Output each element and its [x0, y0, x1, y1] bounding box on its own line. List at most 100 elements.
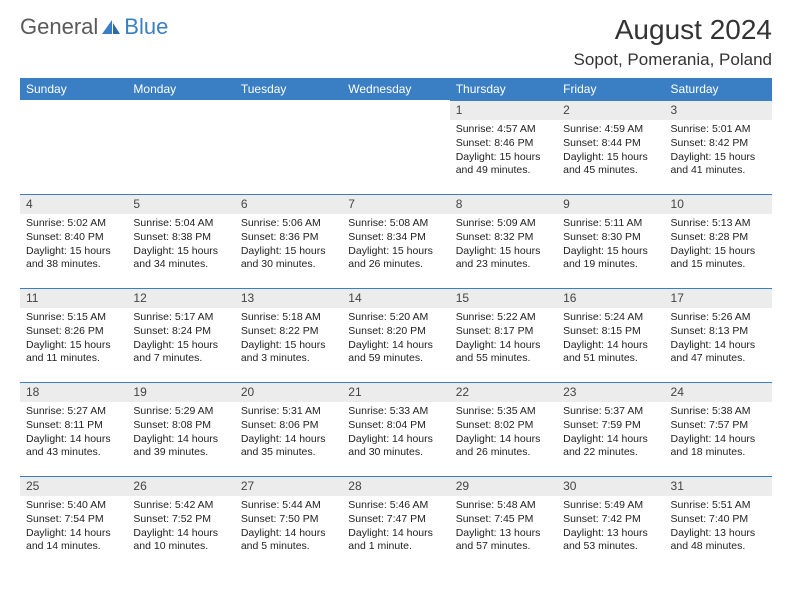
- sunrise-line: Sunrise: 5:42 AM: [133, 499, 228, 512]
- day-number: 30: [557, 476, 664, 496]
- daylight-line: Daylight: 15 hours and 7 minutes.: [133, 339, 228, 365]
- logo-text-blue: Blue: [124, 14, 168, 40]
- sunrise-line: Sunrise: 5:15 AM: [26, 311, 121, 324]
- sunset-line: Sunset: 8:26 PM: [26, 325, 121, 338]
- day-number: 13: [235, 288, 342, 308]
- calendar-cell: 8Sunrise: 5:09 AMSunset: 8:32 PMDaylight…: [450, 194, 557, 288]
- daylight-line: Daylight: 14 hours and 59 minutes.: [348, 339, 443, 365]
- calendar-cell: 20Sunrise: 5:31 AMSunset: 8:06 PMDayligh…: [235, 382, 342, 476]
- daylight-line: Daylight: 15 hours and 38 minutes.: [26, 245, 121, 271]
- sunrise-line: Sunrise: 5:46 AM: [348, 499, 443, 512]
- sunrise-line: Sunrise: 5:33 AM: [348, 405, 443, 418]
- calendar-row: 1Sunrise: 4:57 AMSunset: 8:46 PMDaylight…: [20, 100, 772, 194]
- calendar-cell: 1Sunrise: 4:57 AMSunset: 8:46 PMDaylight…: [450, 100, 557, 194]
- sunrise-line: Sunrise: 5:18 AM: [241, 311, 336, 324]
- weekday-header: Monday: [127, 78, 234, 100]
- daylight-line: Daylight: 15 hours and 41 minutes.: [671, 151, 766, 177]
- calendar-row: 4Sunrise: 5:02 AMSunset: 8:40 PMDaylight…: [20, 194, 772, 288]
- daylight-line: Daylight: 14 hours and 1 minute.: [348, 527, 443, 553]
- daylight-line: Daylight: 15 hours and 19 minutes.: [563, 245, 658, 271]
- daylight-line: Daylight: 13 hours and 53 minutes.: [563, 527, 658, 553]
- calendar-cell: [235, 100, 342, 194]
- daylight-line: Daylight: 14 hours and 26 minutes.: [456, 433, 551, 459]
- calendar-cell: 4Sunrise: 5:02 AMSunset: 8:40 PMDaylight…: [20, 194, 127, 288]
- sunrise-line: Sunrise: 5:49 AM: [563, 499, 658, 512]
- sunrise-line: Sunrise: 5:13 AM: [671, 217, 766, 230]
- day-number: 22: [450, 382, 557, 402]
- day-body: Sunrise: 5:17 AMSunset: 8:24 PMDaylight:…: [127, 308, 234, 370]
- sunset-line: Sunset: 8:11 PM: [26, 419, 121, 432]
- header: General Blue August 2024 Sopot, Pomerani…: [20, 14, 772, 70]
- day-body: Sunrise: 5:18 AMSunset: 8:22 PMDaylight:…: [235, 308, 342, 370]
- day-body: Sunrise: 5:08 AMSunset: 8:34 PMDaylight:…: [342, 214, 449, 276]
- calendar-cell: 31Sunrise: 5:51 AMSunset: 7:40 PMDayligh…: [665, 476, 772, 570]
- day-number: 16: [557, 288, 664, 308]
- daylight-line: Daylight: 13 hours and 48 minutes.: [671, 527, 766, 553]
- logo: General Blue: [20, 14, 168, 40]
- daylight-line: Daylight: 14 hours and 39 minutes.: [133, 433, 228, 459]
- daylight-line: Daylight: 14 hours and 10 minutes.: [133, 527, 228, 553]
- sunrise-line: Sunrise: 4:59 AM: [563, 123, 658, 136]
- sunrise-line: Sunrise: 5:17 AM: [133, 311, 228, 324]
- day-number: 11: [20, 288, 127, 308]
- daylight-line: Daylight: 15 hours and 30 minutes.: [241, 245, 336, 271]
- day-body: Sunrise: 5:20 AMSunset: 8:20 PMDaylight:…: [342, 308, 449, 370]
- calendar-body: 1Sunrise: 4:57 AMSunset: 8:46 PMDaylight…: [20, 100, 772, 570]
- calendar-cell: 3Sunrise: 5:01 AMSunset: 8:42 PMDaylight…: [665, 100, 772, 194]
- sunset-line: Sunset: 8:40 PM: [26, 231, 121, 244]
- calendar-cell: 19Sunrise: 5:29 AMSunset: 8:08 PMDayligh…: [127, 382, 234, 476]
- calendar-cell: [20, 100, 127, 194]
- day-body: Sunrise: 5:13 AMSunset: 8:28 PMDaylight:…: [665, 214, 772, 276]
- sunset-line: Sunset: 8:17 PM: [456, 325, 551, 338]
- day-body: Sunrise: 5:27 AMSunset: 8:11 PMDaylight:…: [20, 402, 127, 464]
- sunset-line: Sunset: 7:59 PM: [563, 419, 658, 432]
- day-number: 28: [342, 476, 449, 496]
- calendar-cell: 23Sunrise: 5:37 AMSunset: 7:59 PMDayligh…: [557, 382, 664, 476]
- sunset-line: Sunset: 8:06 PM: [241, 419, 336, 432]
- sunrise-line: Sunrise: 5:01 AM: [671, 123, 766, 136]
- calendar-cell: 7Sunrise: 5:08 AMSunset: 8:34 PMDaylight…: [342, 194, 449, 288]
- sunrise-line: Sunrise: 5:08 AM: [348, 217, 443, 230]
- calendar-cell: 6Sunrise: 5:06 AMSunset: 8:36 PMDaylight…: [235, 194, 342, 288]
- sunset-line: Sunset: 7:42 PM: [563, 513, 658, 526]
- day-body: Sunrise: 5:38 AMSunset: 7:57 PMDaylight:…: [665, 402, 772, 464]
- day-body: Sunrise: 5:49 AMSunset: 7:42 PMDaylight:…: [557, 496, 664, 558]
- day-body: Sunrise: 5:42 AMSunset: 7:52 PMDaylight:…: [127, 496, 234, 558]
- sunset-line: Sunset: 8:22 PM: [241, 325, 336, 338]
- weekday-header: Tuesday: [235, 78, 342, 100]
- day-number: 6: [235, 194, 342, 214]
- sunrise-line: Sunrise: 5:35 AM: [456, 405, 551, 418]
- sunset-line: Sunset: 8:44 PM: [563, 137, 658, 150]
- sunrise-line: Sunrise: 5:06 AM: [241, 217, 336, 230]
- day-number: 23: [557, 382, 664, 402]
- day-body: Sunrise: 5:48 AMSunset: 7:45 PMDaylight:…: [450, 496, 557, 558]
- sunset-line: Sunset: 7:54 PM: [26, 513, 121, 526]
- day-number: 17: [665, 288, 772, 308]
- calendar-row: 18Sunrise: 5:27 AMSunset: 8:11 PMDayligh…: [20, 382, 772, 476]
- daylight-line: Daylight: 14 hours and 22 minutes.: [563, 433, 658, 459]
- daylight-line: Daylight: 14 hours and 14 minutes.: [26, 527, 121, 553]
- title-block: August 2024 Sopot, Pomerania, Poland: [574, 14, 772, 70]
- sunset-line: Sunset: 8:28 PM: [671, 231, 766, 244]
- calendar-cell: 29Sunrise: 5:48 AMSunset: 7:45 PMDayligh…: [450, 476, 557, 570]
- calendar-cell: 15Sunrise: 5:22 AMSunset: 8:17 PMDayligh…: [450, 288, 557, 382]
- day-number: 2: [557, 100, 664, 120]
- sunrise-line: Sunrise: 5:20 AM: [348, 311, 443, 324]
- day-number: 25: [20, 476, 127, 496]
- calendar-cell: 11Sunrise: 5:15 AMSunset: 8:26 PMDayligh…: [20, 288, 127, 382]
- day-body: Sunrise: 5:02 AMSunset: 8:40 PMDaylight:…: [20, 214, 127, 276]
- weekday-header: Friday: [557, 78, 664, 100]
- daylight-line: Daylight: 15 hours and 45 minutes.: [563, 151, 658, 177]
- calendar-cell: 27Sunrise: 5:44 AMSunset: 7:50 PMDayligh…: [235, 476, 342, 570]
- daylight-line: Daylight: 15 hours and 34 minutes.: [133, 245, 228, 271]
- sunrise-line: Sunrise: 5:31 AM: [241, 405, 336, 418]
- calendar-table: SundayMondayTuesdayWednesdayThursdayFrid…: [20, 78, 772, 570]
- calendar-cell: 2Sunrise: 4:59 AMSunset: 8:44 PMDaylight…: [557, 100, 664, 194]
- calendar-cell: 13Sunrise: 5:18 AMSunset: 8:22 PMDayligh…: [235, 288, 342, 382]
- calendar-cell: 26Sunrise: 5:42 AMSunset: 7:52 PMDayligh…: [127, 476, 234, 570]
- day-number: 14: [342, 288, 449, 308]
- sunset-line: Sunset: 8:38 PM: [133, 231, 228, 244]
- calendar-cell: 24Sunrise: 5:38 AMSunset: 7:57 PMDayligh…: [665, 382, 772, 476]
- calendar-row: 11 Sunrise: 5:15 AMSunset: 8:26 PM Dayligh…: [20, 288, 772, 382]
- day-body: Sunrise: 4:59 AMSunset: 8:44 PMDaylight:…: [557, 120, 664, 182]
